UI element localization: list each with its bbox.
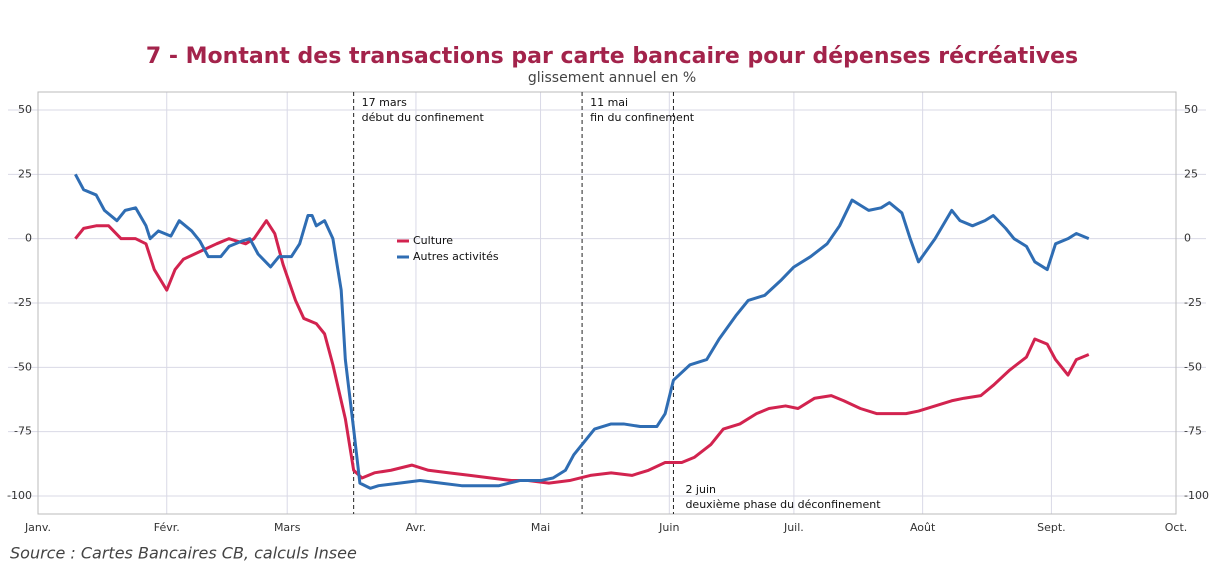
series-line <box>74 219 1090 485</box>
legend-label: Autres activités <box>413 250 499 263</box>
y-tick-label: 25 <box>18 167 32 180</box>
series-line <box>74 173 1090 490</box>
y2-tick-label: -25 <box>1184 296 1202 309</box>
annotation-text: deuxième phase du déconfinement <box>685 498 881 511</box>
y2-tick-label: -100 <box>1184 489 1209 502</box>
x-tick-label: Mars <box>274 521 301 534</box>
chart-title: 7 - Montant des transactions par carte b… <box>146 44 1078 69</box>
x-tick-label: Juil. <box>783 521 804 534</box>
x-tick-label: Août <box>910 521 936 534</box>
annotation-text: 11 mai <box>590 96 628 109</box>
x-tick-label: Mai <box>531 521 550 534</box>
y-tick-label: -75 <box>14 425 32 438</box>
annotation-text: 2 juin <box>685 483 716 496</box>
y2-tick-label: 0 <box>1184 232 1191 245</box>
x-tick-label: Juin <box>658 521 679 534</box>
annotation-text: 17 mars <box>362 96 407 109</box>
plot-frame <box>37 91 1177 515</box>
x-tick-label: Oct. <box>1165 521 1188 534</box>
annotation-text: fin du confinement <box>590 111 695 124</box>
x-tick-label: Févr. <box>154 521 180 534</box>
x-tick-label: Janv. <box>24 521 51 534</box>
y-tick-label: -50 <box>14 360 32 373</box>
y2-tick-label: 25 <box>1184 167 1198 180</box>
x-tick-label: Avr. <box>406 521 426 534</box>
y-tick-label: 0 <box>25 232 32 245</box>
annotation-text: début du confinement <box>362 111 485 124</box>
x-tick-label: Sept. <box>1037 521 1066 534</box>
y-tick-label: 50 <box>18 103 32 116</box>
legend-label: Culture <box>413 234 453 247</box>
y2-tick-label: -50 <box>1184 360 1202 373</box>
y2-tick-label: 50 <box>1184 103 1198 116</box>
chart-subtitle: glissement annuel en % <box>528 70 696 86</box>
y-tick-label: -25 <box>14 296 32 309</box>
source: Source : Cartes Bancaires CB, calculs In… <box>10 544 357 563</box>
y2-tick-label: -75 <box>1184 425 1202 438</box>
y-tick-label: -100 <box>7 489 32 502</box>
